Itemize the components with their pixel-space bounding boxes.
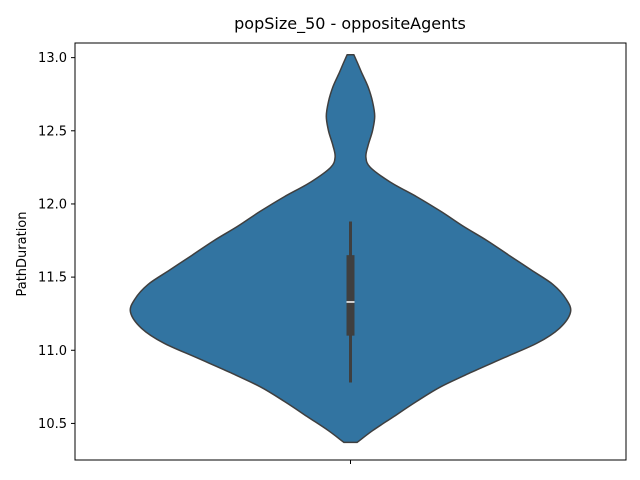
y-tick-label: 11.0 — [38, 344, 67, 359]
y-tick-label: 11.5 — [38, 271, 67, 286]
y-tick-label: 12.0 — [38, 197, 67, 212]
y-tick-label: 10.5 — [38, 417, 67, 432]
violin-iqr-box — [346, 255, 355, 336]
chart-title: popSize_50 - oppositeAgents — [234, 14, 466, 34]
y-tick-label: 13.0 — [38, 51, 67, 66]
y-axis-label: PathDuration — [15, 211, 30, 296]
y-tick-label: 12.5 — [38, 124, 67, 139]
plot-area: 10.5 11.0 11.5 12.0 12.5 13.0 — [38, 42, 627, 464]
